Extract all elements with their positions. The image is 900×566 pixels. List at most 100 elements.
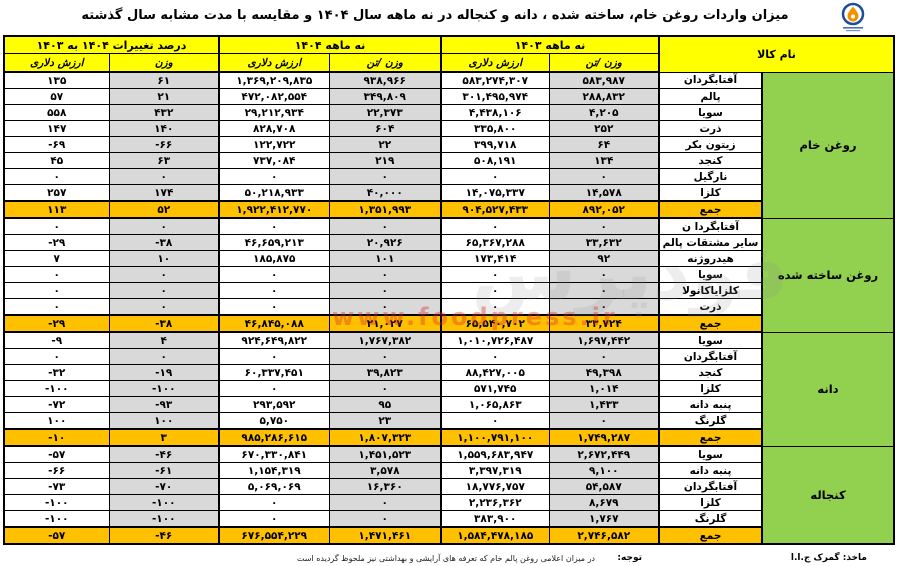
group-total-row: جمع ۸۹۲,۰۵۲ ۹۰۴,۵۲۷,۴۳۳ ۱,۳۵۱,۹۹۳ ۱,۹۲۲,۴۱۲,…: [3, 200, 894, 219]
value-cell: ۰: [548, 266, 660, 283]
value-cell: ۰: [3, 298, 110, 316]
col-header-weight-1404: وزن /تن: [328, 53, 442, 73]
value-cell: ۵,۰۶۹,۰۶۹: [218, 478, 330, 495]
product-name-cell: آفتابگردا ن: [658, 217, 763, 235]
value-cell: ۱۴,۵۷۸: [548, 184, 660, 202]
value-cell: -۱۹: [108, 364, 220, 381]
value-cell: ۳۹۹,۷۱۸: [440, 136, 550, 153]
value-cell: ۴۵: [3, 152, 110, 169]
value-cell: ۱,۳۶۹,۲۰۹,۸۳۵: [218, 71, 330, 89]
value-cell: ۰: [218, 348, 330, 365]
value-cell: -۴۶: [108, 445, 220, 463]
value-cell: ۰: [3, 282, 110, 299]
value-cell: ۱۸۵,۸۷۵: [218, 250, 330, 267]
header-row-1: نام کالا نه ماهه ۱۴۰۳ نه ماهه ۱۴۰۴ درصد …: [3, 35, 895, 73]
value-cell: ۴۳۲: [108, 104, 220, 121]
category-cell: روغن ساخته شده: [761, 217, 895, 333]
value-cell: ۶۵,۵۴۰,۷۰۲: [440, 314, 550, 333]
total-label-cell: جمع: [658, 314, 763, 333]
table-body: روغن خام آفتابگردان ۵۸۳,۹۸۷ ۵۸۳,۲۷۴,۳۰۷ ۹۳۸,…: [3, 71, 895, 545]
note-label: توجه:: [617, 553, 642, 563]
value-cell: ۴۶,۶۵۹,۲۱۳: [218, 234, 330, 251]
value-cell: ۱۲۲,۷۲۲: [218, 136, 330, 153]
value-cell: ۱۰۰: [108, 412, 220, 430]
value-cell: ۵۸۳,۹۸۷: [548, 71, 660, 89]
value-cell: ۷: [3, 250, 110, 267]
value-cell: ۱۱۳: [3, 200, 110, 219]
value-cell: ۱,۳۵۱,۹۹۳: [328, 200, 442, 219]
value-cell: -۲۹: [3, 314, 110, 333]
product-name-cell: گلرنگ: [658, 412, 763, 430]
value-cell: ۳۸۳,۹۰۰: [440, 510, 550, 528]
table-row: نارگیل ۰ ۰ ۰ ۰ ۰ ۰: [3, 168, 894, 185]
product-name-cell: زیتون بکر: [658, 136, 763, 153]
value-cell: ۳: [108, 428, 220, 447]
value-cell: ۱۳۴: [548, 152, 660, 169]
value-cell: ۹۵: [328, 396, 442, 413]
table-row: سایر مشتقات پالم ۳۳,۶۳۲ ۶۵,۳۶۷,۲۸۸ ۲۰,۹۲۶ ۴۶…: [3, 234, 894, 251]
value-cell: ۰: [328, 168, 442, 185]
value-cell: -۱۰۰: [3, 494, 110, 511]
category-cell: کنجاله: [761, 445, 895, 545]
value-cell: ۰: [548, 298, 660, 316]
value-cell: ۰: [328, 298, 442, 316]
value-cell: ۱۴۰: [108, 120, 220, 137]
imports-table: نام کالا نه ماهه ۱۴۰۳ نه ماهه ۱۴۰۴ درصد …: [2, 35, 895, 545]
table-row: کنجاله سویا ۲,۶۷۲,۴۴۹ ۱,۵۵۹,۶۸۳,۹۴۷ ۱,۴۵۱,۵۲…: [3, 445, 895, 545]
table-row: پنبه دانه ۹,۱۰۰ ۳,۳۹۷,۳۱۹ ۳,۵۷۸ ۱,۱۵۴,۳۱۹ -۶۱…: [3, 462, 894, 479]
col-header-value-1403: ارزش دلاری: [440, 53, 550, 73]
value-cell: ۱,۷۶۷: [548, 510, 660, 528]
value-cell: ۸۹۲,۰۵۲: [548, 200, 660, 219]
value-cell: ۹۲۴,۶۴۹,۸۲۲: [218, 331, 330, 349]
value-cell: -۶۱: [108, 462, 220, 479]
value-cell: -۳۲: [3, 364, 110, 381]
product-name-cell: ذرت: [658, 120, 763, 137]
value-cell: ۲,۷۴۶,۵۸۲: [548, 526, 660, 545]
col-header-weight-pct: وزن: [108, 53, 220, 73]
value-cell: ۰: [328, 348, 442, 365]
value-cell: ۱۴,۰۷۵,۳۳۷: [440, 184, 550, 202]
table-row: آفتابگردان ۵۴,۵۸۷ ۱۸,۷۷۶,۷۵۷ ۱۶,۳۶۰ ۵,۰۶۹,۰۶…: [3, 478, 894, 495]
value-cell: ۴۹,۳۹۸: [548, 364, 660, 381]
value-cell: ۲۹۳,۵۹۲: [218, 396, 330, 413]
value-cell: ۲,۲۳۶,۳۶۲: [440, 494, 550, 511]
value-cell: ۲۱۹: [328, 152, 442, 169]
value-cell: ۵۸۳,۲۷۴,۳۰۷: [440, 71, 550, 89]
value-cell: ۰: [218, 168, 330, 185]
product-name-cell: سویا: [658, 331, 763, 349]
col-header-value-1404: ارزش دلاری: [218, 53, 330, 73]
value-cell: ۶۳: [108, 152, 220, 169]
product-name-cell: کلزا: [658, 494, 763, 511]
value-cell: ۲۰,۹۲۶: [328, 234, 442, 251]
value-cell: ۰: [108, 217, 220, 235]
value-cell: ۳,۳۹۷,۳۱۹: [440, 462, 550, 479]
value-cell: ۴,۲۰۵: [548, 104, 660, 121]
value-cell: ۰: [108, 348, 220, 365]
value-cell: ۱۷۳,۴۱۴: [440, 250, 550, 267]
value-cell: -۷۰: [108, 478, 220, 495]
value-cell: ۴: [108, 331, 220, 349]
value-cell: -۱۰۰: [108, 510, 220, 528]
value-cell: ۰: [108, 298, 220, 316]
value-cell: ۱,۰۱۴: [548, 380, 660, 397]
table-row: کنجد ۴۹,۳۹۸ ۸۸,۴۲۷,۰۰۵ ۳۹,۸۲۳ ۶۰,۳۳۷,۴۵۱ -۱۹-…: [3, 364, 894, 381]
value-cell: ۰: [108, 282, 220, 299]
value-cell: ۴,۴۳۸,۱۰۶: [440, 104, 550, 121]
value-cell: ۱,۶۹۷,۴۴۲: [548, 331, 660, 349]
value-cell: -۴۶: [108, 526, 220, 545]
value-cell: ۱۷۴: [108, 184, 220, 202]
col-header-name: نام کالا: [658, 35, 895, 73]
value-cell: -۹۳: [108, 396, 220, 413]
value-cell: ۱۴۷: [3, 120, 110, 137]
header-row-2: وزن /تن ارزش دلاری وزن /تن ارزش دلاری وز…: [3, 53, 894, 73]
value-cell: ۰: [440, 266, 550, 283]
value-cell: ۱۸,۷۷۶,۷۵۷: [440, 478, 550, 495]
value-cell: ۵۷: [3, 88, 110, 105]
table-row: گلرنگ ۱,۷۶۷ ۳۸۳,۹۰۰ ۰ ۰ -۱۰۰ -۱۰۰: [3, 510, 894, 528]
source-note: ماخذ: گمرک ج.ا.ا: [790, 553, 867, 563]
value-cell: ۱,۷۶۷,۳۸۲: [328, 331, 442, 349]
product-name-cell: آفتابگردان: [658, 71, 763, 89]
value-cell: ۰: [218, 494, 330, 511]
col-header-value-pct: ارزش دلاری: [3, 53, 110, 73]
footer: ماخذ: گمرک ج.ا.ا توجه: در میزان اعلامی ر…: [0, 550, 900, 566]
